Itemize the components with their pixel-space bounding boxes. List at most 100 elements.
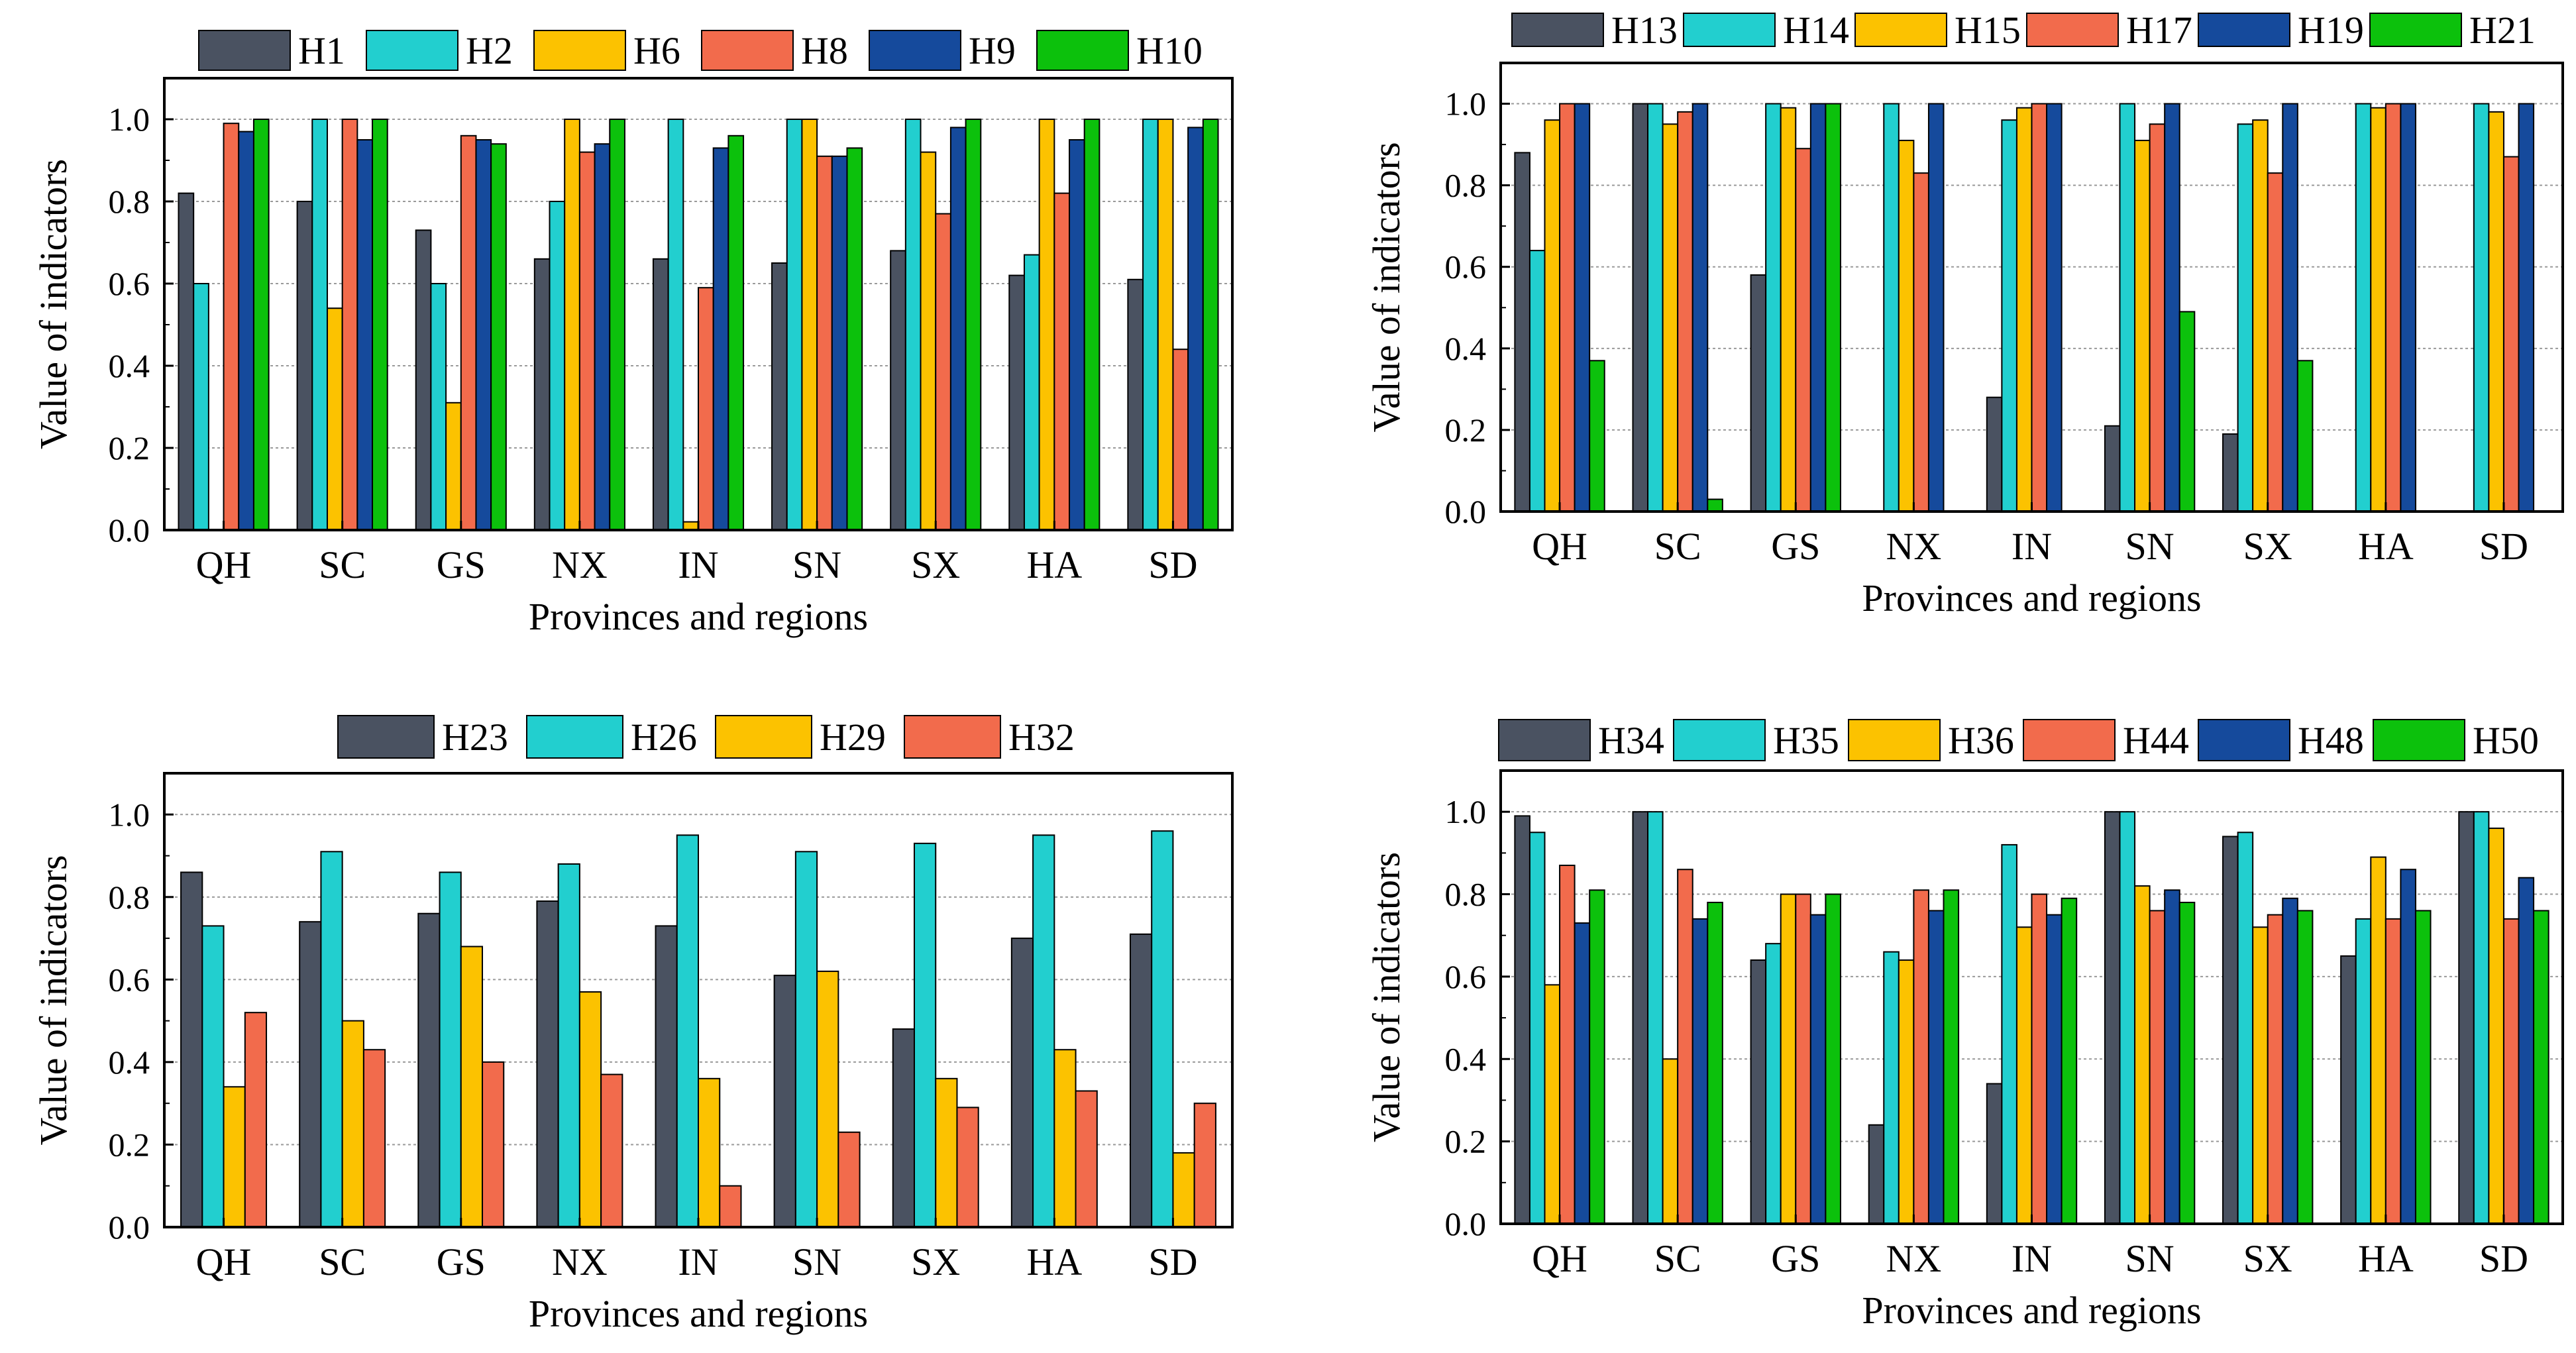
legend-label-H14: H14: [1783, 9, 1849, 52]
bar-H36-IN: [2015, 926, 2033, 1224]
legend-swatch-H21: [2369, 13, 2462, 47]
x-category-label: IN: [678, 543, 718, 586]
bar-H14-HA: [2355, 103, 2372, 512]
legend-label-H50: H50: [2473, 719, 2539, 762]
bar-H15-HA: [2370, 107, 2387, 512]
bar-H1-IN: [652, 258, 669, 531]
x-category-label: QH: [196, 1240, 252, 1283]
bar-H44-NX: [1913, 889, 1929, 1224]
bar-H13-QH: [1514, 152, 1530, 512]
bar-H10-SD: [1202, 119, 1219, 531]
bar-H9-HA: [1069, 139, 1085, 531]
bar-H44-QH: [1559, 865, 1576, 1224]
bar-H34-IN: [1986, 1083, 2003, 1224]
bar-H23-SD: [1129, 933, 1153, 1228]
legend-swatch-H32: [904, 715, 1001, 759]
bar-H1-HA: [1008, 274, 1025, 531]
x-axis-title: Provinces and regions: [1862, 576, 2201, 620]
bar-H1-GS: [415, 229, 432, 531]
bar-H32-HA: [1075, 1090, 1098, 1228]
legend-label-H13: H13: [1611, 9, 1678, 52]
legend: H1 H2 H6 H8 H9 H10: [198, 28, 1206, 73]
x-category-label: GS: [437, 543, 486, 586]
legend-swatch-H44: [2023, 719, 2116, 761]
bar-H21-QH: [1589, 360, 1605, 512]
bar-H50-SD: [2533, 910, 2549, 1225]
bar-H32-SN: [837, 1131, 861, 1228]
series-H50: [1589, 889, 2549, 1225]
x-category-label: SX: [2243, 525, 2292, 568]
legend-swatch-H50: [2373, 719, 2465, 761]
bar-H2-SD: [1142, 119, 1159, 531]
bar-H19-HA: [2400, 103, 2416, 512]
x-category-label: NX: [1886, 525, 1941, 568]
bar-H48-SC: [1691, 918, 1709, 1224]
bar-H48-GS: [1809, 914, 1827, 1224]
bar-H17-SD: [2502, 156, 2520, 512]
x-category-label: SC: [1654, 525, 1701, 568]
bar-H2-IN: [667, 119, 684, 531]
series-H48: [1574, 869, 2535, 1225]
legend-label-H21: H21: [2469, 9, 2536, 52]
bar-H14-QH: [1529, 250, 1546, 512]
bar-H44-GS: [1795, 893, 1811, 1224]
bar-H6-SN: [801, 119, 818, 531]
bar-H50-SC: [1707, 901, 1723, 1224]
x-category-label: HA: [1026, 543, 1082, 586]
x-category-label: SC: [319, 543, 366, 586]
legend-swatch-H9: [869, 30, 961, 71]
bar-H17-SX: [2267, 172, 2284, 512]
x-category-label: GS: [1771, 525, 1820, 568]
bar-H35-SX: [2237, 832, 2254, 1224]
bar-H13-SX: [2222, 433, 2239, 513]
x-category-label: SX: [2243, 1237, 2292, 1280]
y-axis-title: Value of indicators: [32, 159, 75, 449]
bar-H35-IN: [2001, 843, 2017, 1224]
bar-H32-SX: [956, 1107, 979, 1228]
x-category-label: SN: [2125, 525, 2174, 568]
bar-H36-GS: [1780, 893, 1797, 1224]
bar-H50-NX: [1943, 889, 1960, 1224]
x-category-label: IN: [2012, 1237, 2052, 1280]
bar-H26-GS: [439, 871, 462, 1228]
bar-H21-SC: [1707, 498, 1723, 513]
bar-H48-IN: [2046, 914, 2063, 1224]
bar-H26-QH: [201, 925, 225, 1228]
legend-swatch-H29: [715, 715, 812, 759]
legend-swatch-H15: [1854, 13, 1947, 47]
bar-H50-GS: [1825, 893, 1841, 1224]
legend-label-H26: H26: [631, 716, 697, 759]
bar-H8-HA: [1053, 192, 1071, 531]
bar-H29-NX: [578, 991, 602, 1228]
bar-H48-QH: [1574, 922, 1591, 1225]
series-H35: [1529, 811, 2490, 1225]
bar-H26-SX: [913, 842, 937, 1228]
bar-H19-QH: [1574, 103, 1591, 512]
bar-H2-QH: [193, 283, 209, 531]
bar-H26-HA: [1032, 834, 1055, 1228]
y-tick-label: 0.4: [109, 347, 150, 384]
bar-H8-SD: [1172, 349, 1189, 531]
y-tick-label: 0.0: [109, 1209, 150, 1246]
legend-swatch-H23: [337, 715, 435, 759]
series-H6: [326, 119, 1174, 531]
series-H44: [1559, 865, 2520, 1225]
bar-H17-SN: [2149, 123, 2166, 512]
bar-H17-IN: [2031, 103, 2048, 512]
bar-H32-SC: [362, 1049, 386, 1228]
bar-H17-SC: [1677, 111, 1693, 512]
legend-swatch-H13: [1511, 13, 1604, 47]
bar-H26-SN: [794, 851, 818, 1228]
bar-H48-NX: [1927, 910, 1945, 1225]
legend-swatch-H8: [701, 30, 794, 71]
legend-label-H15: H15: [1955, 9, 2021, 52]
x-category-label: IN: [2012, 525, 2052, 568]
bar-H13-SN: [2104, 425, 2121, 512]
bar-H10-QH: [252, 119, 270, 531]
x-category-label: SX: [911, 1240, 960, 1283]
bar-H26-SD: [1151, 830, 1174, 1228]
bar-H36-HA: [2370, 856, 2387, 1224]
bar-H26-IN: [676, 834, 700, 1228]
chart-panel-4: 0.0 0.2 0.4 0.6 0.8 1.0 QH SC GS NX IN SN SX HA SD Prov…: [1365, 717, 2564, 1332]
legend-label-H23: H23: [442, 716, 508, 759]
